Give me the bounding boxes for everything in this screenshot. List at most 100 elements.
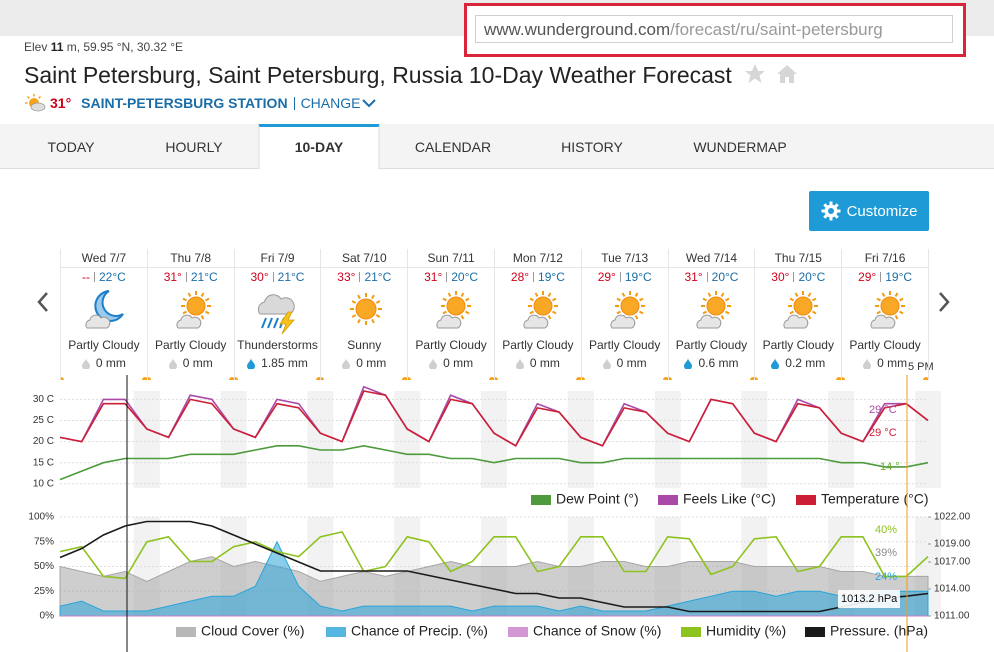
tab[interactable]: 10-DAY xyxy=(258,124,380,169)
day-date: Fri 7/16 xyxy=(842,249,928,268)
sun-ray xyxy=(789,297,795,302)
sun-disc xyxy=(446,296,466,316)
station-name[interactable]: SAINT-PETERSBURG STATION xyxy=(81,95,288,111)
precip: 0 mm xyxy=(582,356,668,370)
line xyxy=(59,530,929,580)
sun-ray xyxy=(200,292,205,297)
weather-icon xyxy=(696,291,732,329)
low-temp: 20°C xyxy=(711,270,739,284)
sun-ray xyxy=(460,292,465,297)
divider xyxy=(293,96,295,110)
night-band xyxy=(220,391,247,488)
drop-icon xyxy=(342,357,351,369)
day-temps: 33° 21°C xyxy=(321,268,407,286)
sun-ray xyxy=(894,292,899,297)
drop xyxy=(684,357,693,369)
tab[interactable]: HISTORY xyxy=(561,139,623,155)
night-band xyxy=(480,391,508,488)
drop xyxy=(863,357,872,369)
sun-ray xyxy=(638,297,644,302)
area xyxy=(59,540,929,617)
precip: 1.85 mm xyxy=(235,356,321,370)
low-temp: 21°C xyxy=(277,270,305,284)
chevron[interactable] xyxy=(360,97,378,109)
tab[interactable]: HOURLY xyxy=(165,139,223,155)
sun-marker xyxy=(147,377,151,380)
day-date: Sat 7/10 xyxy=(321,249,408,268)
sun-ray xyxy=(551,310,557,315)
url-highlight: www.wunderground.com/forecast/ru/saint-p… xyxy=(464,3,966,57)
high-temp: 33° xyxy=(337,270,356,284)
sun-ray xyxy=(721,292,725,297)
annotation: 29 °C xyxy=(869,404,897,416)
page-title: Saint Petersburg, Saint Petersburg, Russ… xyxy=(24,62,800,89)
legend-label: Dew Point (°) xyxy=(556,491,639,507)
precip-amount: 0 mm xyxy=(529,356,560,370)
condition: Partly Cloudy xyxy=(502,338,574,352)
tab[interactable]: CALENDAR xyxy=(414,139,492,155)
day-temps: 29° 19°C xyxy=(842,268,928,286)
sun-marker xyxy=(755,377,759,380)
sun-marker xyxy=(402,377,408,380)
day-date: Sun 7/11 xyxy=(408,249,494,268)
sun-disc xyxy=(880,296,900,316)
high-temp: 30° xyxy=(771,270,790,284)
home-icon[interactable] xyxy=(777,65,798,83)
sun-ray xyxy=(702,310,708,315)
drop xyxy=(429,357,438,369)
drop-icon xyxy=(247,357,256,369)
url-field[interactable]: www.wunderground.com/forecast/ru/saint-p… xyxy=(475,15,953,43)
elev-value: 11 xyxy=(50,40,64,54)
drop-icon xyxy=(515,357,524,369)
sun-ray xyxy=(371,318,376,324)
tab[interactable]: TODAY xyxy=(47,139,95,155)
day-temps: 31° 21°C xyxy=(148,268,234,286)
sun-disc xyxy=(620,296,640,316)
precip: 0 mm xyxy=(321,356,407,370)
next-arrow[interactable] xyxy=(934,290,954,314)
drop xyxy=(342,357,351,369)
sun-ray xyxy=(534,292,539,297)
y-tick-label: 20 C xyxy=(33,436,54,447)
annotation-box xyxy=(838,590,900,608)
sun-markers xyxy=(234,377,321,380)
sun-disc xyxy=(706,296,726,316)
y-tick-label: 50% xyxy=(34,561,54,572)
day-temps: 31° 20°C xyxy=(408,268,494,286)
sun-ray xyxy=(200,315,205,320)
legend-label: Temperature (°C) xyxy=(821,491,929,507)
forecast-day: Fri 7/16 29° 19°C Partly Cloudy 0 mm xyxy=(841,249,929,380)
forecast-day: Wed 7/14 31° 20°C Partly Cloudy 0.6 mm xyxy=(667,249,755,380)
tab[interactable]: WUNDERMAP xyxy=(693,139,787,155)
legend-swatch xyxy=(176,627,196,637)
sun-ray xyxy=(634,292,639,297)
sun-ray xyxy=(899,310,904,315)
precip: 0.2 mm xyxy=(755,356,841,370)
cloud xyxy=(85,314,111,329)
sun-marker xyxy=(575,377,581,380)
moon xyxy=(94,290,124,322)
prev-arrow[interactable] xyxy=(33,290,53,314)
weather-icon xyxy=(436,291,472,329)
sun-ray xyxy=(807,315,812,320)
condition: Partly Cloudy xyxy=(68,338,140,352)
day-temps: -- 22°C xyxy=(61,268,147,286)
high-temp: 29° xyxy=(858,270,877,284)
line xyxy=(59,444,929,481)
legend-swatch xyxy=(531,495,551,505)
sun-ray xyxy=(634,315,639,320)
sun-marker xyxy=(581,377,585,380)
y-tick-label: 0% xyxy=(40,611,55,622)
sun-marker xyxy=(923,377,929,380)
line xyxy=(59,390,929,447)
title-icons xyxy=(745,64,798,83)
customize-button[interactable]: Customize xyxy=(809,191,929,231)
favorite-star[interactable] xyxy=(745,64,766,83)
change-link[interactable]: CHANGE xyxy=(300,95,361,111)
low-temp: 19°C xyxy=(624,270,652,284)
sun-ray xyxy=(725,297,730,302)
drop-icon xyxy=(684,357,693,369)
precip: 0 mm xyxy=(408,356,494,370)
annotation: 29 °C xyxy=(869,427,897,439)
